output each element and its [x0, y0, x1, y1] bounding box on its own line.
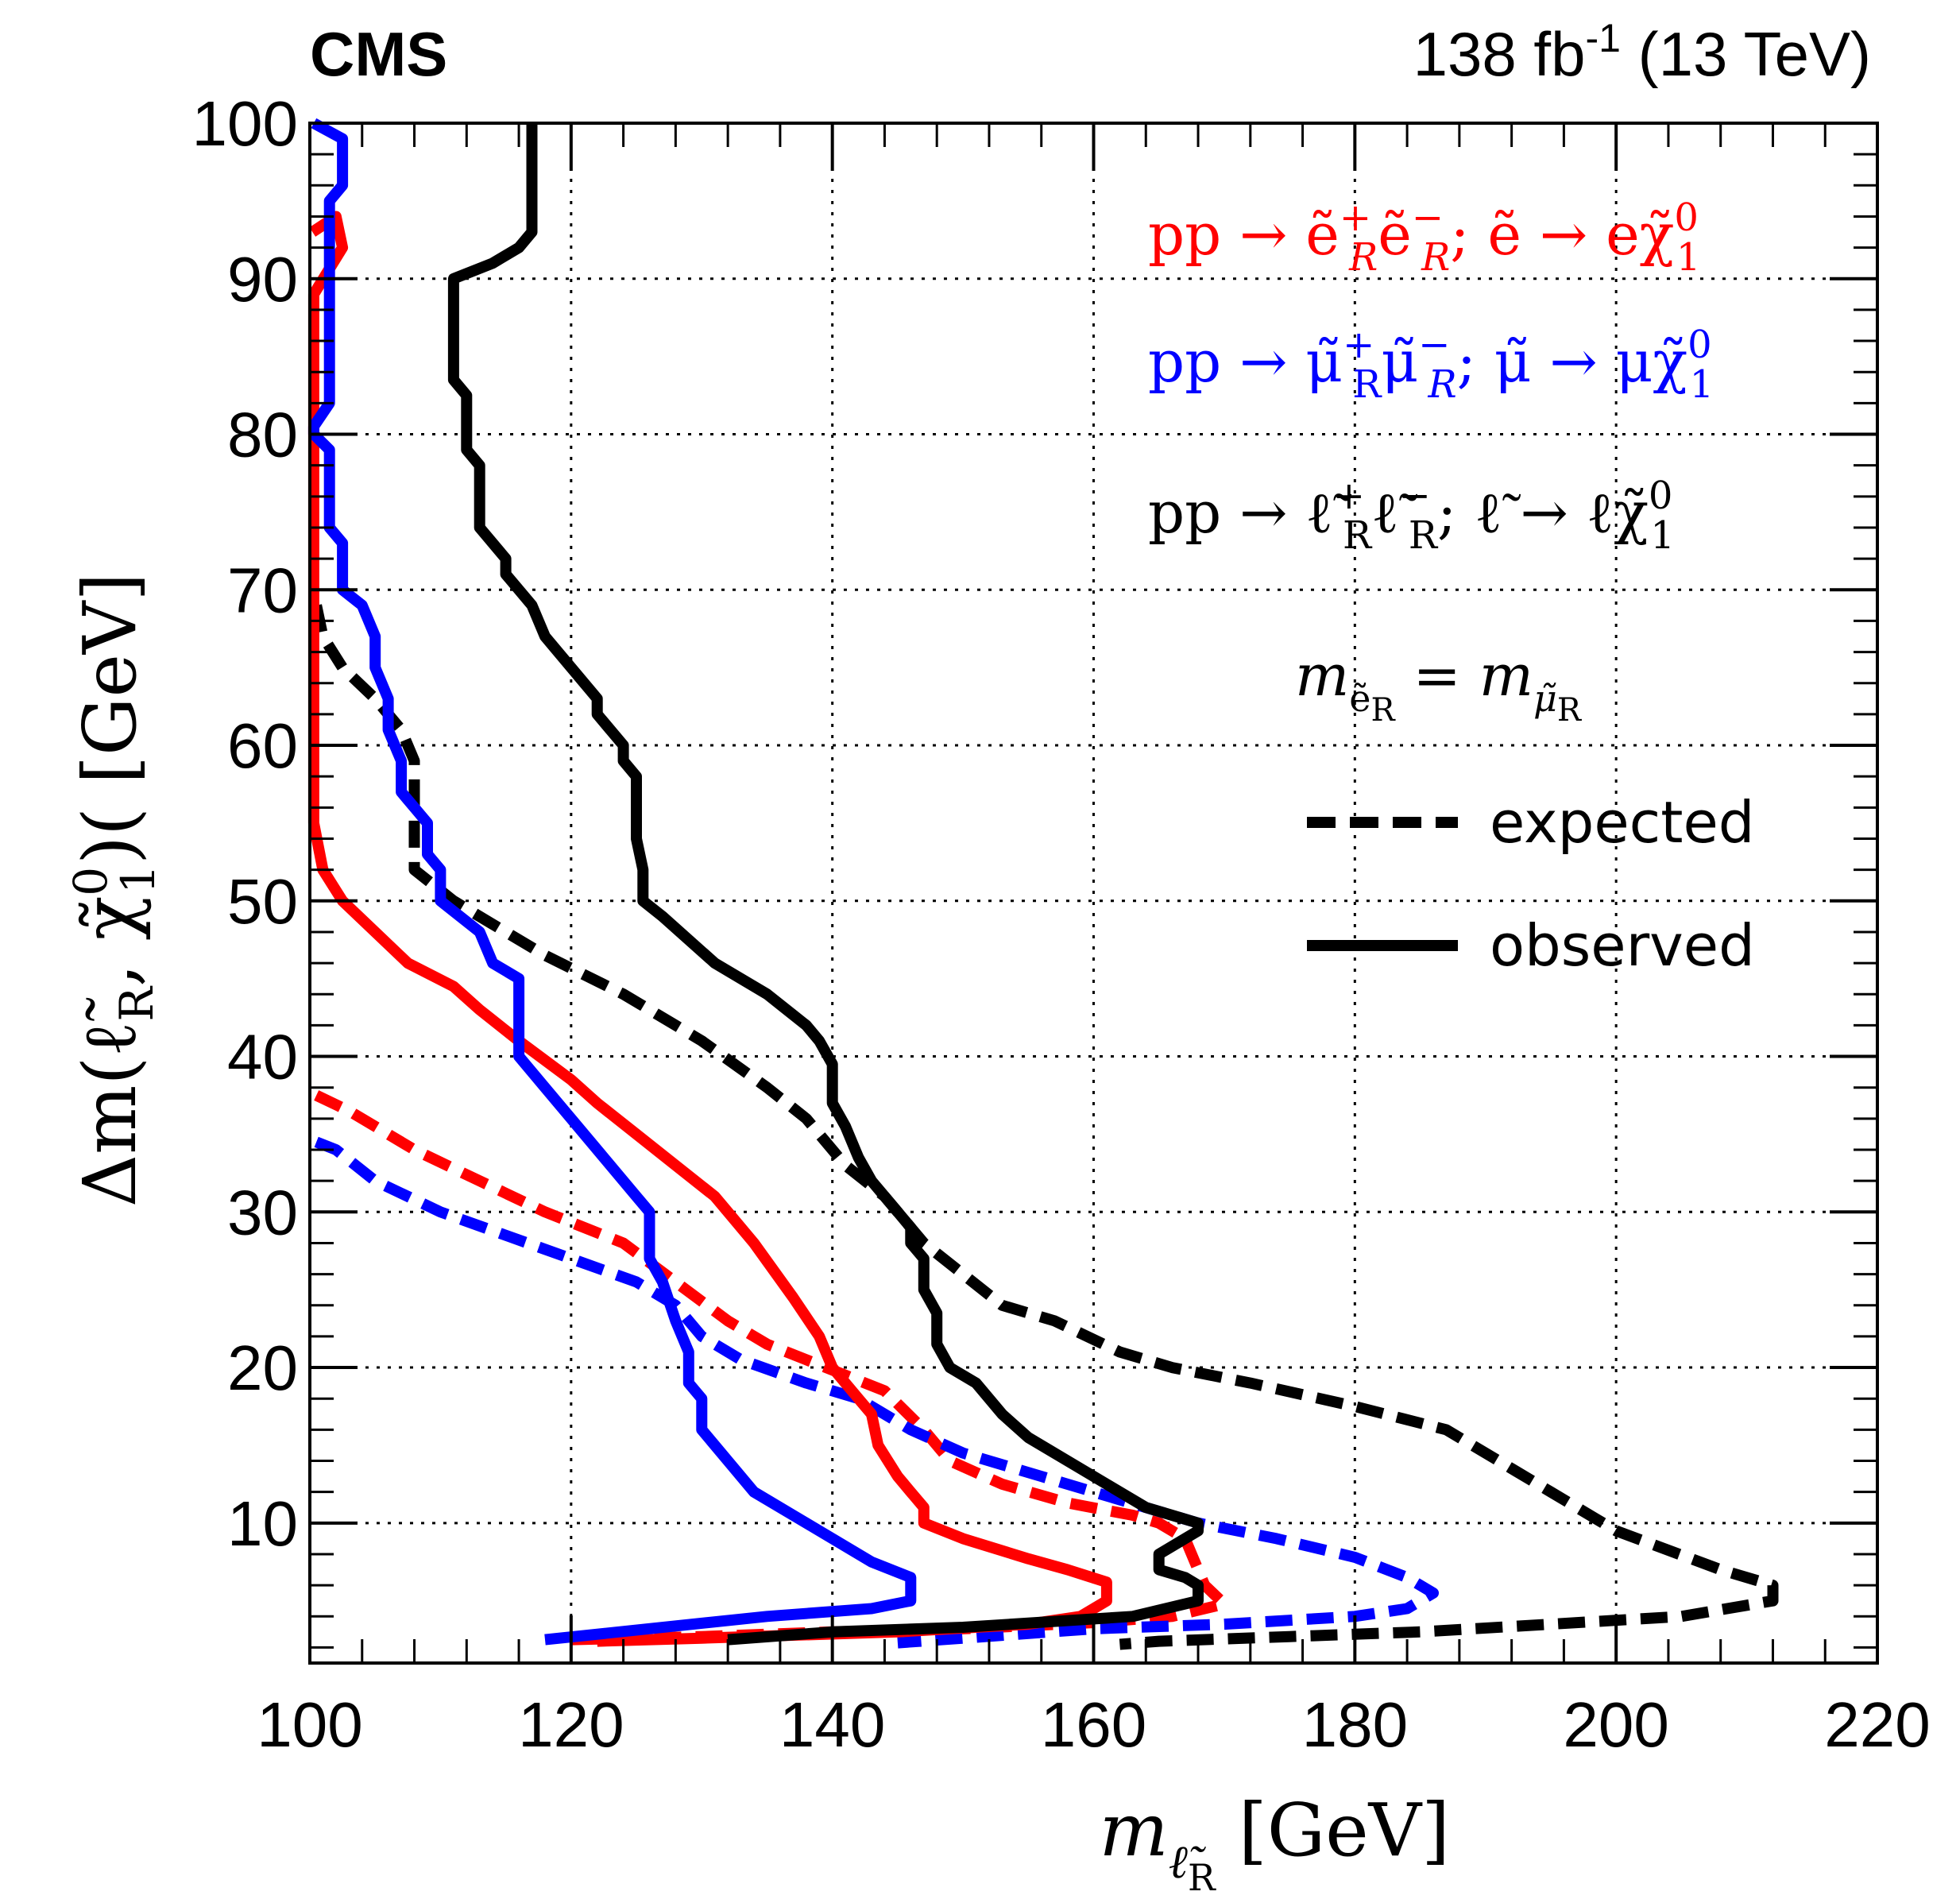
legend-muon-process: pp → μ̃+ Rμ̃− R; μ̃ → μχ̃0 1	[1148, 323, 1714, 407]
x-tick-label: 160	[1041, 1689, 1146, 1760]
legend-electron-process: pp → ẽ+ Rẽ− R; ẽ → eχ̃0 1	[1148, 195, 1700, 280]
lumi-exponent: -1	[1585, 16, 1620, 60]
grid-lines	[310, 123, 1877, 1663]
series-observed-curve	[307, 211, 1112, 1647]
y-tick-label: 80	[227, 400, 298, 470]
x-tick-label: 200	[1563, 1689, 1668, 1760]
series-observed-curve	[447, 123, 1204, 1646]
energy-label: (13 TeV)	[1621, 19, 1871, 89]
x-tick-label: 120	[518, 1689, 624, 1760]
tick-labels: 100 120 140 160 180 200 220 10 20 30 40 50 60 70 80 90 1…	[192, 88, 1931, 1760]
series-expected-curve	[311, 604, 1779, 1650]
axis-ticks	[308, 122, 1879, 1663]
series-expected-curve	[314, 1136, 1439, 1649]
series-observed-curve	[307, 118, 917, 1646]
x-tick-label: 140	[779, 1689, 885, 1760]
series-curves	[307, 118, 1779, 1650]
legend-expected-label: expected	[1490, 789, 1754, 856]
legend-observed-label: observed	[1490, 912, 1755, 979]
y-tick-label: 90	[227, 244, 298, 315]
x-tick-label: 100	[257, 1689, 362, 1760]
x-tick-label: 180	[1302, 1689, 1408, 1760]
experiment-label: CMS	[310, 19, 447, 89]
y-tick-label: 50	[227, 866, 298, 937]
y-tick-label: 40	[227, 1022, 298, 1093]
legend-mass-condition: mẽR = mμ̃R	[1295, 642, 1583, 729]
y-tick-label: 20	[227, 1332, 298, 1403]
y-axis-title: Δm(ℓ̃R, χ̃01)( [GeV]	[64, 573, 165, 1208]
luminosity-label: 138 fb-1 (13 TeV)	[1413, 16, 1871, 89]
x-tick-label: 220	[1824, 1689, 1930, 1760]
lumi-value: 138 fb	[1413, 19, 1586, 89]
legend-combined-process: pp → ℓ̃+ Rℓ̃− R; ℓ̃ → ℓχ̃0 1	[1148, 474, 1675, 558]
y-tick-label: 70	[227, 555, 298, 625]
y-tick-label: 100	[192, 88, 298, 159]
y-tick-label: 60	[227, 710, 298, 781]
y-tick-label: 10	[227, 1488, 298, 1559]
x-axis-title: mℓ̃R [GeV]	[1100, 1788, 1450, 1899]
y-tick-label: 30	[227, 1177, 298, 1247]
